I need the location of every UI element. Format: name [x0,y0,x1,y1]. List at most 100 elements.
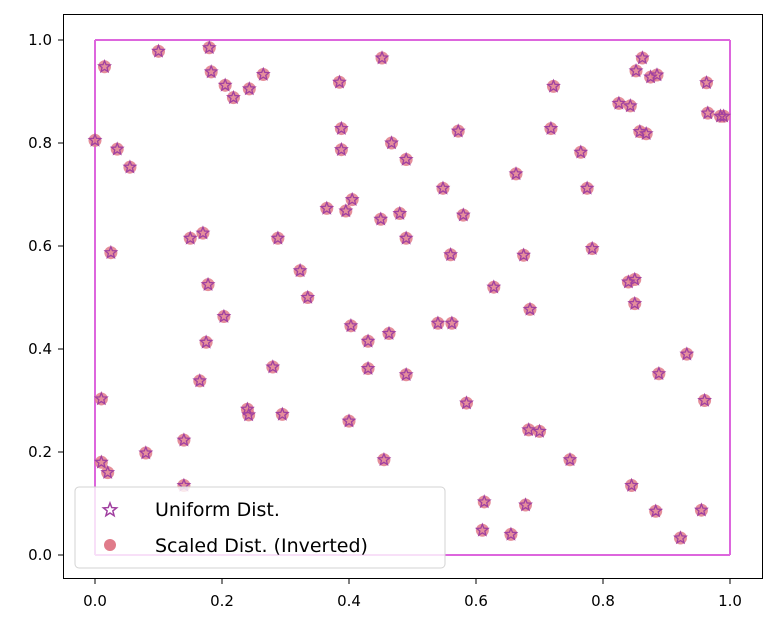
x-tick-label: 0.2 [210,592,234,610]
uniform-dist-point [182,230,198,245]
uniform-dist-point [398,366,414,382]
uniform-dist-point [376,451,392,467]
uniform-dist-point [611,95,627,110]
uniform-dist-point [632,123,648,138]
uniform-dist-point [341,413,357,428]
uniform-dist-point [638,125,654,141]
uniform-dist-point [384,135,399,150]
uniform-dist-point [216,308,232,323]
uniform-dist-point [476,494,492,509]
x-tick-label: 0.4 [337,592,361,610]
uniform-dist-point [634,50,650,65]
uniform-dist-point [398,151,414,166]
x-tick-label: 0.6 [464,592,488,610]
uniform-dist-point [192,373,208,388]
uniform-dist-point [651,365,667,381]
uniform-dist-point [627,271,643,286]
uniform-dist-point [201,39,217,55]
uniform-dist-point [217,77,233,92]
uniform-dist-point [392,205,408,220]
uniform-dist-point [700,105,716,120]
uniform-dist-point [562,451,578,467]
y-tick-label: 0.6 [28,237,52,255]
uniform-dist-point [627,295,643,310]
axes: 0.0 0.2 0.4 0.6 0.8 1.0 0.0 0.2 0.4 0.6 0.8 1.0 [28,31,742,610]
uniform-dist-point [649,67,665,82]
uniform-dist-point [87,132,103,147]
uniform-dist-point [343,318,359,333]
uniform-dist-point [122,159,138,174]
uniform-dist-point [198,334,214,349]
y-tick-label: 0.8 [28,134,52,152]
legend: Uniform Dist. Scaled Dist. (Inverted) [74,486,446,569]
uniform-dist-point [643,69,659,84]
uniform-dist-point [373,211,389,226]
y-tick-label: 0.2 [28,443,52,461]
uniform-dist-point [93,391,109,406]
uniform-dist-point [673,530,688,545]
uniform-dist-point [338,203,354,218]
uniform-dist-point [628,63,644,78]
uniform-dist-point [443,246,459,262]
uniform-dist-point [360,360,376,375]
x-tick-label: 0.8 [591,592,615,610]
uniform-dist-point [265,359,281,374]
uniform-dist-point [573,144,589,159]
uniform-dist-point [503,526,519,541]
legend-label-scaled: Scaled Dist. (Inverted) [155,535,368,557]
uniform-dist-point [274,406,290,421]
uniform-dist-point [241,81,257,96]
uniform-dist-point [319,200,335,215]
uniform-dist-point [474,522,490,537]
uniform-dist-point [333,120,349,135]
uniform-dist-point [622,98,638,113]
uniform-dist-point [455,207,471,222]
x-tick-label: 0.0 [83,592,107,610]
uniform-dist-point [532,423,547,438]
y-tick-label: 1.0 [28,31,52,49]
uniform-dist-point [716,108,732,123]
uniform-dist-point [522,301,538,316]
uniform-dist-point [332,74,347,89]
uniform-dist-point [270,230,286,245]
uniform-dist-point [333,141,349,156]
uniform-dist-point [292,262,308,278]
uniform-dist-point [241,407,257,422]
y-tick-label: 0.0 [28,546,52,564]
uniform-dist-point [546,78,561,93]
uniform-dist-point [648,503,664,518]
uniform-dist-point [93,454,109,469]
uniform-dist-point [195,225,211,240]
data-points [87,39,732,545]
uniform-dist-point [344,191,360,206]
uniform-dist-point [381,325,397,340]
uniform-dist-point [435,180,451,195]
uniform-dist-point [151,43,166,58]
uniform-dist-point [459,395,474,410]
legend-box [74,486,446,569]
legend-star-marker [101,500,119,518]
uniform-dist-point [300,289,316,304]
uniform-dist-point [516,247,532,262]
uniform-dist-point [176,432,192,447]
uniform-dist-point [109,141,125,156]
uniform-dist-point [694,502,709,517]
legend-circle-marker [104,539,116,551]
uniform-dist-point [584,240,600,255]
uniform-dist-point [486,279,502,294]
uniform-dist-point [200,276,216,291]
plot-area-border [63,14,763,579]
uniform-dist-point [100,464,116,479]
uniform-dist-point [450,123,466,138]
uniform-dist-point [543,120,559,135]
uniform-dist-point [579,180,595,195]
uniform-dist-point [360,333,376,348]
uniform-dist-point [255,66,271,81]
uniform-dist-point [521,422,537,437]
y-tick-label: 0.4 [28,340,52,358]
uniform-dist-point [624,477,639,492]
uniform-dist-point [103,244,119,259]
uniform-dist-point [699,74,714,90]
uniform-dist-point [374,50,390,65]
